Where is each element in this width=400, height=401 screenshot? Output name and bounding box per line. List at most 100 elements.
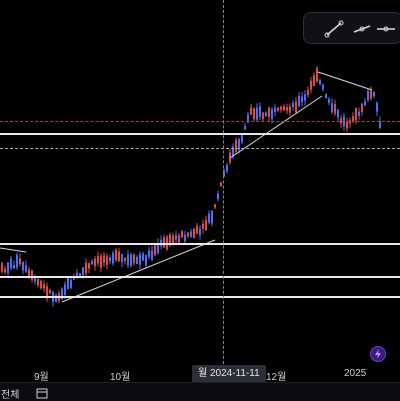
candle	[106, 253, 108, 270]
candle	[67, 277, 69, 290]
x-label-sep: 9월	[34, 372, 49, 383]
horizontal-line-tool-icon[interactable]	[376, 19, 396, 39]
drawing-toolbar	[303, 12, 400, 44]
candle	[271, 107, 273, 124]
crosshair-date-label: 월 2024-11-11	[192, 365, 266, 383]
candle	[100, 253, 102, 273]
candle	[46, 282, 48, 302]
candle	[217, 190, 219, 202]
candle	[379, 116, 381, 130]
candle	[202, 219, 204, 234]
candle	[13, 260, 15, 270]
candle	[250, 103, 252, 116]
candle	[373, 91, 375, 99]
candle	[22, 261, 24, 275]
candle	[319, 78, 321, 86]
candle	[181, 229, 183, 238]
candle	[346, 117, 348, 132]
candle	[85, 258, 87, 277]
candle	[118, 248, 120, 262]
support-line-4[interactable]	[0, 296, 400, 298]
candle	[367, 89, 369, 103]
candle	[193, 228, 195, 239]
candle	[25, 260, 27, 274]
trendline-4[interactable]	[0, 247, 27, 253]
candle	[262, 112, 264, 122]
candle	[361, 103, 363, 116]
candle	[316, 65, 318, 84]
candle	[331, 98, 333, 115]
support-line-2[interactable]	[0, 243, 400, 245]
trendline-1[interactable]	[61, 239, 216, 303]
candle	[190, 228, 192, 238]
candle	[322, 83, 324, 92]
candle	[358, 107, 360, 120]
candle	[136, 255, 138, 265]
candle	[229, 148, 231, 165]
dashed-line-1[interactable]	[0, 148, 400, 149]
candle	[274, 103, 276, 117]
lightning-icon[interactable]	[370, 346, 386, 362]
candle	[103, 252, 105, 267]
candle	[235, 137, 237, 154]
trendline-3[interactable]	[317, 71, 373, 91]
candle	[370, 86, 372, 101]
trendline-2[interactable]	[229, 95, 323, 159]
x-label-oct: 10월	[110, 372, 131, 383]
candle	[211, 210, 213, 227]
candle	[4, 265, 6, 275]
candle	[304, 90, 306, 106]
candle	[283, 103, 285, 111]
ray-tool-icon[interactable]	[352, 19, 372, 39]
trend-line-tool-icon[interactable]	[324, 19, 344, 39]
calendar-icon[interactable]	[36, 387, 48, 399]
candle	[148, 246, 150, 260]
price-dashed-line	[0, 121, 400, 122]
candle	[121, 253, 123, 268]
candle	[187, 231, 189, 239]
support-line-3[interactable]	[0, 276, 400, 278]
candle	[226, 162, 228, 174]
candle	[307, 86, 309, 98]
candle	[286, 103, 288, 115]
candle	[109, 254, 111, 265]
candle	[19, 253, 21, 267]
candle	[127, 250, 129, 269]
candle	[301, 91, 303, 107]
candle	[160, 235, 162, 250]
candle	[124, 256, 126, 265]
candle	[214, 203, 216, 210]
candle	[163, 234, 165, 249]
candle	[277, 106, 279, 113]
candle	[115, 247, 117, 263]
support-line-1[interactable]	[0, 133, 400, 135]
candle	[154, 243, 156, 257]
candle	[88, 262, 90, 274]
candle	[325, 93, 327, 99]
candle	[253, 107, 255, 121]
candle	[376, 101, 378, 117]
candle	[7, 262, 9, 276]
candle	[91, 259, 93, 265]
candle	[52, 290, 54, 307]
candle	[220, 181, 222, 187]
candle	[337, 109, 339, 121]
candle	[310, 76, 312, 94]
candle	[223, 168, 225, 177]
candle	[196, 222, 198, 235]
all-range-button[interactable]: 전체	[1, 390, 20, 401]
candle	[16, 252, 18, 271]
candle	[259, 102, 261, 121]
candle	[151, 245, 153, 262]
candle	[199, 225, 201, 240]
candle	[133, 253, 135, 266]
candle	[97, 251, 99, 267]
candle	[10, 255, 12, 271]
candle	[178, 233, 180, 244]
candle	[49, 288, 51, 295]
candle	[31, 269, 33, 283]
candle	[349, 117, 351, 129]
candle	[298, 92, 300, 108]
candle	[256, 103, 258, 122]
